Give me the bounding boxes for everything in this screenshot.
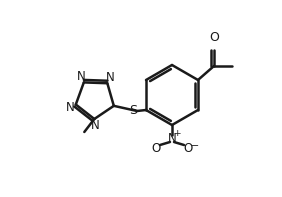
Text: −: − [191, 141, 199, 151]
Text: N: N [66, 100, 75, 113]
Text: O: O [151, 142, 161, 155]
Text: +: + [173, 128, 181, 138]
Text: S: S [129, 104, 137, 117]
Text: O: O [209, 31, 219, 44]
Text: N: N [91, 119, 100, 132]
Text: N: N [106, 71, 115, 84]
Text: N: N [76, 70, 85, 83]
Text: O: O [183, 142, 193, 155]
Text: N: N [168, 132, 176, 145]
